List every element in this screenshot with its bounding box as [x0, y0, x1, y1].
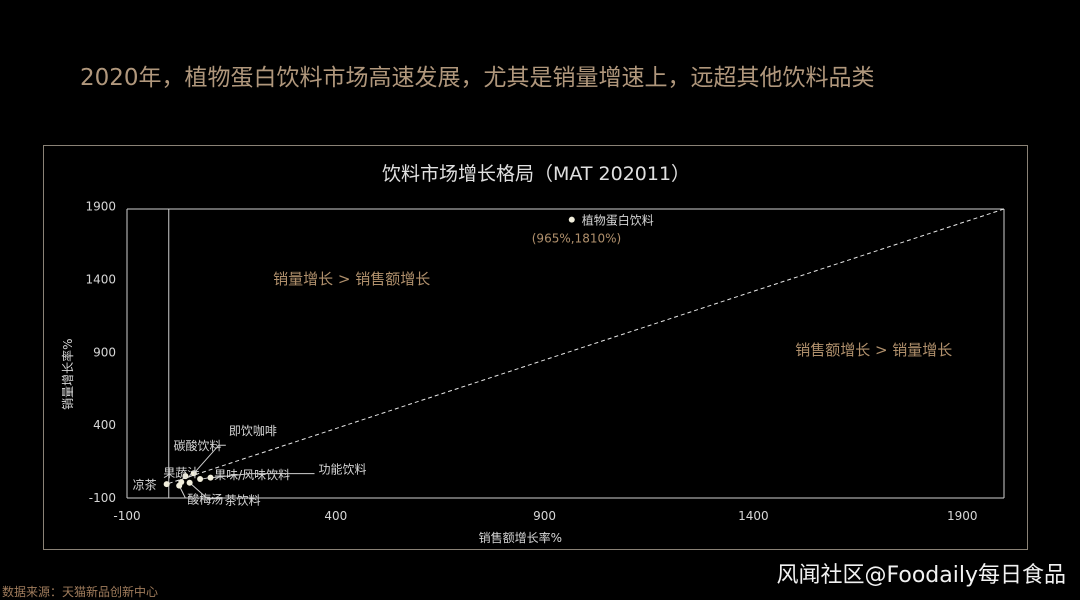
region-label: 销量增长 > 销售额增长: [273, 270, 430, 288]
x-tick-label: -100: [113, 509, 140, 523]
data-point: [207, 474, 214, 481]
data-point-label: 功能饮料: [319, 463, 367, 477]
data-point-label: 植物蛋白饮料: [582, 213, 654, 228]
scatter-chart: 饮料市场增长格局（MAT 202011） -100 400 900 1400 1900 -1…: [60, 163, 1005, 545]
data-point-label: 即饮咖啡: [229, 423, 277, 438]
data-point-label: 茶饮料: [225, 493, 261, 508]
x-tick-label: 1900: [947, 509, 978, 523]
data-point-label: 酸梅汤: [187, 492, 223, 507]
x-tick-label: 1400: [738, 509, 769, 523]
y-tick-label: 900: [93, 345, 116, 359]
data-point-label: 凉茶: [133, 477, 157, 492]
y-axis-label: 销量增长率%: [60, 338, 75, 409]
leader-line: [195, 444, 226, 472]
x-tick-label: 900: [533, 509, 556, 523]
chart-title: 饮料市场增长格局（MAT 202011）: [382, 163, 690, 185]
data-point: [163, 481, 170, 488]
data-point-label: 果味/风味饮料: [214, 468, 290, 482]
source-note: 数据来源：天猫新品创新中心: [2, 585, 159, 599]
data-point-note: (965%,1810%): [532, 232, 621, 246]
y-tick-label: 1400: [85, 272, 116, 286]
data-point: [190, 470, 197, 477]
data-point: [182, 473, 189, 480]
y-tick-label: 1900: [85, 200, 116, 214]
data-point: [186, 479, 193, 486]
y-tick-label: 400: [93, 418, 116, 432]
region-label: 销售额增长 > 销量增长: [795, 341, 952, 359]
data-point-label: 碳酸饮料: [173, 438, 221, 453]
data-point: [197, 476, 204, 483]
x-tick-label: 400: [324, 509, 347, 523]
data-point: [568, 216, 575, 223]
data-point: [176, 482, 183, 489]
y-tick-label: -100: [89, 491, 116, 505]
data-point-label: 果蔬汁: [163, 466, 199, 480]
slide-title: 2020年，植物蛋白饮料市场高速发展，尤其是销量增速上，远超其他饮料品类: [80, 65, 875, 91]
leader-line: [212, 473, 315, 479]
chart-frame: 饮料市场增长格局（MAT 202011） -100 400 900 1400 1900 -1…: [43, 145, 1028, 550]
watermark: 风闻社区@Foodaily每日食品: [776, 563, 1066, 588]
x-axis-label: 销售额增长率%: [479, 530, 562, 545]
leader-line: [189, 482, 222, 500]
